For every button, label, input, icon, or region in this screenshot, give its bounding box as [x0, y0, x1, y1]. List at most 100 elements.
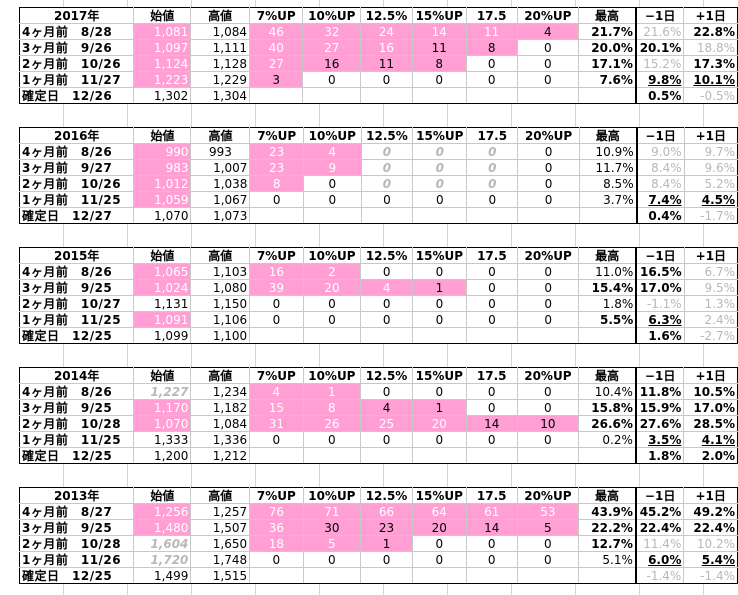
- cell-20up[interactable]: 0: [516, 71, 580, 88]
- cell-17-5[interactable]: 0: [465, 399, 518, 416]
- header-20up[interactable]: 20%UP: [516, 7, 580, 24]
- cell-20up[interactable]: 10: [516, 415, 580, 432]
- header-12-5[interactable]: 12.5%: [360, 487, 413, 504]
- cell-10up[interactable]: 1: [302, 383, 362, 400]
- cell-20up[interactable]: 0: [516, 431, 580, 448]
- cell-plus1[interactable]: 18.8%: [683, 39, 738, 56]
- cell-12-5[interactable]: 0: [360, 263, 413, 280]
- header-plus1[interactable]: +1日: [683, 247, 738, 264]
- cell-minus1[interactable]: 45.2%: [634, 503, 685, 520]
- cell-empty[interactable]: [578, 447, 637, 464]
- header-minus1[interactable]: −1日: [634, 7, 685, 24]
- cell-17-5[interactable]: 0: [466, 143, 519, 160]
- cell-17-5[interactable]: 0: [465, 311, 518, 328]
- year-cell[interactable]: 2015年: [18, 247, 135, 264]
- cell-20up[interactable]: 0: [516, 295, 580, 312]
- cell-plus1[interactable]: 6.7%: [683, 263, 738, 280]
- cell-empty[interactable]: [249, 87, 304, 104]
- cell-20up[interactable]: 53: [516, 503, 580, 520]
- header-high[interactable]: 高値: [190, 367, 251, 384]
- cell-max[interactable]: 12.7%: [578, 535, 637, 552]
- cell-empty[interactable]: [249, 567, 304, 584]
- cell-minus1[interactable]: 7.4%: [635, 191, 685, 208]
- cell-7up[interactable]: 23: [249, 159, 304, 176]
- cell-plus1[interactable]: 5.4%: [683, 551, 738, 568]
- cell-20up[interactable]: 0: [516, 55, 580, 72]
- cell-17-5[interactable]: 0: [465, 535, 518, 552]
- cell-plus1[interactable]: 4.1%: [683, 431, 738, 448]
- cell-high[interactable]: 1,234: [190, 383, 251, 400]
- cell-7up[interactable]: 31: [249, 415, 304, 432]
- cell-20up[interactable]: 0: [516, 263, 580, 280]
- cell-open[interactable]: 1,302: [133, 87, 192, 104]
- cell-open[interactable]: 1,081: [133, 23, 192, 40]
- cell-high[interactable]: 1,100: [190, 327, 251, 344]
- cell-15up[interactable]: 0: [411, 295, 467, 312]
- cell-7up[interactable]: 4: [249, 383, 304, 400]
- cell-minus1[interactable]: 9.0%: [635, 143, 685, 160]
- cell-open[interactable]: 1,065: [133, 263, 192, 280]
- cell-minus1[interactable]: 1.8%: [634, 447, 685, 464]
- cell-plus1[interactable]: 10.1%: [683, 71, 738, 88]
- cell-plus1[interactable]: 2.4%: [683, 311, 738, 328]
- cell-7up[interactable]: 36: [249, 519, 304, 536]
- cell-empty[interactable]: [302, 327, 362, 344]
- cell-plus1[interactable]: 2.0%: [683, 447, 738, 464]
- cell-20up[interactable]: 0: [516, 311, 580, 328]
- cell-10up[interactable]: 0: [302, 311, 362, 328]
- cell-15up[interactable]: 0: [412, 159, 468, 176]
- header-max[interactable]: 最高: [578, 487, 637, 504]
- cell-open[interactable]: 1,059: [133, 191, 192, 208]
- cell-minus1[interactable]: 8.4%: [635, 175, 685, 192]
- cell-minus1[interactable]: 27.6%: [634, 415, 685, 432]
- cell-max[interactable]: 20.0%: [578, 39, 637, 56]
- cell-high[interactable]: 1,007: [190, 159, 251, 176]
- cell-empty[interactable]: [578, 207, 638, 224]
- cell-12-5[interactable]: 4: [360, 279, 413, 296]
- cell-10up[interactable]: 27: [302, 39, 362, 56]
- cell-empty[interactable]: [465, 327, 518, 344]
- cell-17-5[interactable]: 0: [465, 71, 518, 88]
- header-open[interactable]: 始値: [133, 7, 192, 24]
- cell-empty[interactable]: [360, 87, 413, 104]
- cell-10up[interactable]: 9: [302, 159, 362, 176]
- cell-12-5[interactable]: 23: [360, 519, 413, 536]
- cell-empty[interactable]: [516, 87, 580, 104]
- cell-high[interactable]: 1,212: [190, 447, 251, 464]
- header-plus1[interactable]: +1日: [683, 487, 738, 504]
- cell-17-5[interactable]: 0: [465, 383, 518, 400]
- header-open[interactable]: 始値: [133, 247, 192, 264]
- cell-minus1[interactable]: -1.1%: [635, 295, 685, 312]
- cell-open[interactable]: 1,091: [133, 311, 192, 328]
- row-label[interactable]: 1ヶ月前 11/25: [18, 311, 135, 328]
- row-label[interactable]: 2ヶ月前 10/26: [18, 55, 135, 72]
- cell-plus1[interactable]: 22.8%: [683, 23, 738, 40]
- row-label[interactable]: 4ヶ月前 8/26: [18, 143, 135, 160]
- cell-empty[interactable]: [411, 567, 467, 584]
- cell-20up[interactable]: 4: [516, 23, 580, 40]
- cell-15up[interactable]: 0: [411, 311, 467, 328]
- cell-7up[interactable]: 0: [249, 191, 304, 208]
- cell-10up[interactable]: 32: [302, 23, 362, 40]
- row-label[interactable]: 1ヶ月前 11/26: [18, 551, 135, 568]
- cell-7up[interactable]: 39: [249, 279, 304, 296]
- header-10up[interactable]: 10%UP: [302, 487, 362, 504]
- cell-plus1[interactable]: 9.7%: [683, 143, 738, 160]
- row-label[interactable]: 3ヶ月前 9/25: [18, 519, 135, 536]
- cell-20up[interactable]: 5: [516, 519, 580, 536]
- cell-max[interactable]: 5.1%: [578, 551, 637, 568]
- cell-12-5[interactable]: 0: [360, 383, 413, 400]
- header-minus1[interactable]: −1日: [634, 367, 685, 384]
- cell-20up[interactable]: 0: [516, 383, 580, 400]
- cell-empty[interactable]: [360, 567, 413, 584]
- cell-plus1[interactable]: -2.7%: [683, 327, 738, 344]
- header-12-5[interactable]: 12.5%: [360, 127, 414, 144]
- cell-12-5[interactable]: 25: [360, 415, 413, 432]
- cell-minus1[interactable]: 21.6%: [634, 23, 685, 40]
- cell-15up[interactable]: 0: [412, 143, 468, 160]
- header-20up[interactable]: 20%UP: [516, 247, 580, 264]
- cell-minus1[interactable]: 1.6%: [635, 327, 685, 344]
- cell-open[interactable]: 990: [133, 143, 192, 160]
- year-cell[interactable]: 2014年: [18, 367, 135, 384]
- cell-open[interactable]: 1,499: [133, 567, 192, 584]
